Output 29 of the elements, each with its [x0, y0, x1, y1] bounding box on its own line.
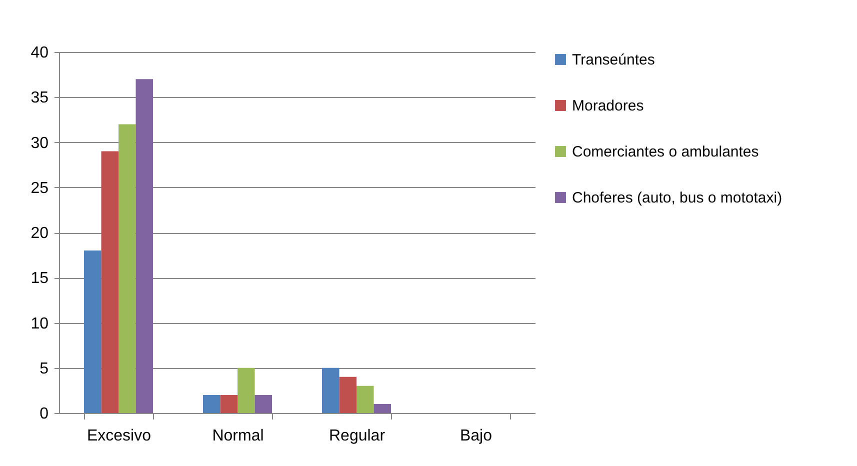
bar	[118, 124, 136, 413]
legend-label: Transeúntes	[572, 52, 655, 68]
y-tick-label: 25	[30, 180, 49, 197]
bar	[136, 79, 154, 413]
bar	[220, 394, 238, 413]
bar	[202, 394, 220, 413]
bar	[101, 151, 118, 413]
bar	[374, 404, 392, 413]
y-tick-label: 40	[30, 44, 49, 62]
bar	[356, 386, 374, 413]
x-tick-label: Excesivo	[86, 428, 152, 444]
bar	[84, 250, 102, 413]
y-tick-label: 5	[40, 360, 49, 378]
bar	[254, 394, 272, 413]
y-tick-label: 15	[30, 270, 49, 288]
legend-label: Comerciantes o ambulantes	[572, 144, 759, 160]
y-tick-label: 10	[30, 315, 49, 332]
bar	[339, 376, 356, 413]
x-tick-label: Bajo	[460, 428, 492, 444]
x-tick-label: Normal	[212, 428, 264, 444]
bar	[238, 368, 255, 413]
y-tick-label: 30	[30, 134, 49, 152]
legend-label: Choferes (auto, bus o mototaxi)	[572, 190, 782, 206]
y-tick-label: 35	[30, 90, 49, 107]
legend-label: Moradores	[572, 98, 644, 114]
y-tick-label: 0	[40, 406, 49, 422]
bar	[322, 368, 340, 413]
x-tick-label: Regular	[328, 428, 386, 444]
y-tick-label: 20	[30, 225, 49, 242]
